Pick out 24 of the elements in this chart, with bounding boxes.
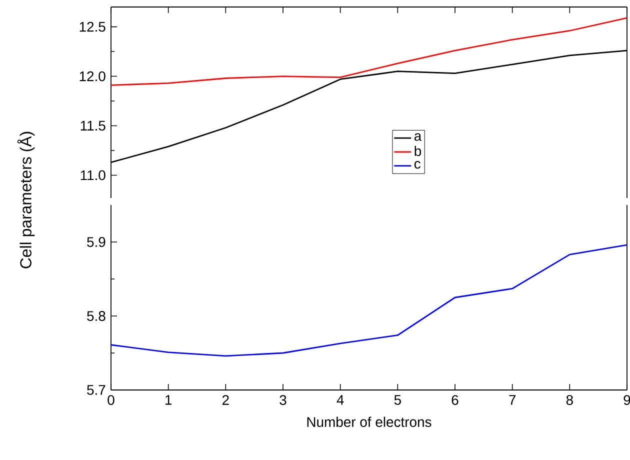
y-tick-label: 5.8 (87, 311, 106, 321)
x-tick-label: 8 (566, 395, 573, 405)
x-tick-label: 2 (222, 395, 229, 405)
y-axis-title: Cell parameters (Å) (17, 132, 35, 268)
x-tick-label: 0 (108, 395, 114, 405)
y-tick-label: 12.5 (80, 22, 106, 32)
legend-label: a (414, 133, 422, 141)
x-tick-label: 1 (166, 395, 172, 405)
line-series (111, 17, 627, 86)
y-tick-label: 11.0 (80, 170, 106, 180)
x-tick-label: 3 (280, 395, 286, 405)
x-axis-title: Number of electrons (307, 416, 432, 427)
text: c (414, 161, 420, 169)
legend-label: b (414, 146, 422, 156)
x-tick-label: 7 (509, 395, 516, 405)
y-tick-label: 12.0 (80, 71, 106, 82)
x-tick-label: 9 (624, 395, 630, 405)
x-tick-label: 5 (394, 395, 401, 405)
y-tick-label: 5.7 (87, 385, 106, 395)
x-tick-label: 6 (452, 395, 458, 405)
y-tick-label: 11.5 (80, 120, 106, 131)
line-series (111, 244, 627, 357)
y-tick-label: 5.9 (87, 237, 106, 247)
x-tick-label: 4 (336, 395, 344, 405)
